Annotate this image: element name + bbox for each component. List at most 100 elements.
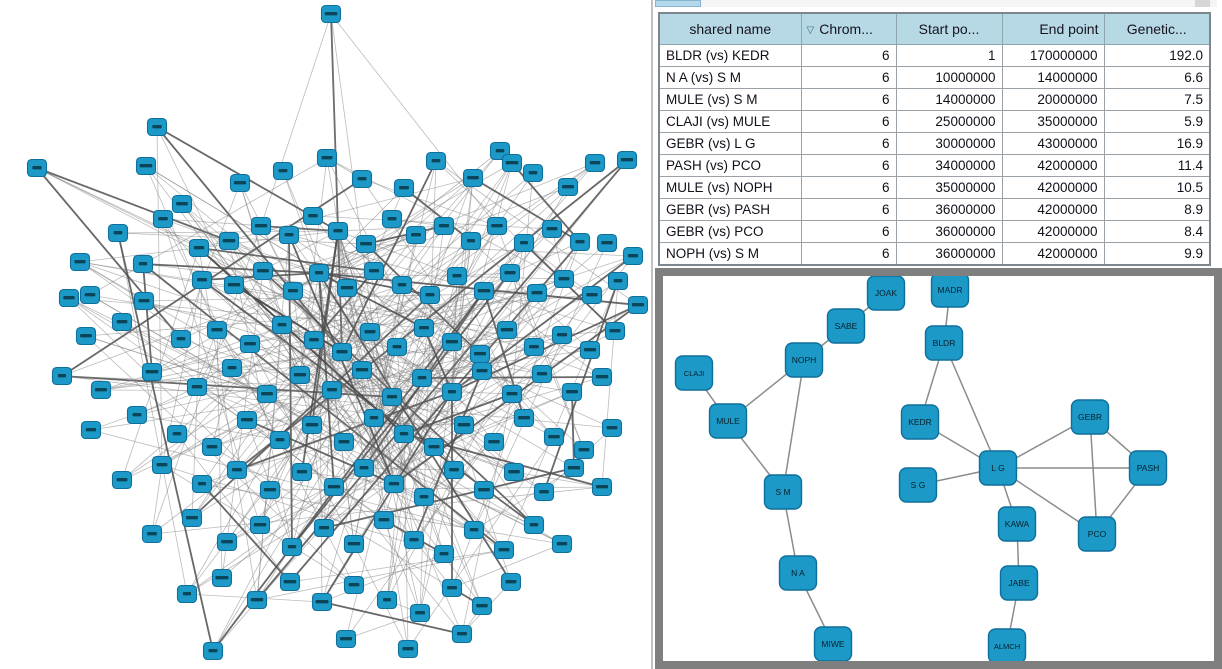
network-node[interactable]	[176, 584, 198, 604]
table-row[interactable]: CLAJI (vs) MULE 6 25000000 35000000 5.9	[658, 110, 1211, 133]
network-node[interactable]	[221, 358, 243, 378]
network-node[interactable]	[557, 177, 579, 197]
network-node[interactable]	[513, 233, 535, 253]
network-node[interactable]	[486, 216, 508, 236]
network-node[interactable]	[411, 368, 433, 388]
network-node[interactable]	[278, 225, 300, 245]
network-node-gebr[interactable]: GEBR	[1070, 399, 1110, 435]
network-node[interactable]	[216, 532, 238, 552]
network-node[interactable]	[303, 330, 325, 350]
network-node[interactable]	[152, 209, 174, 229]
network-node-almch[interactable]: ALMCH	[987, 628, 1027, 661]
network-node-kawa[interactable]: KAWA	[997, 506, 1037, 542]
network-node[interactable]	[355, 234, 377, 254]
network-node[interactable]	[107, 223, 129, 243]
network-node[interactable]	[523, 515, 545, 535]
network-node-madr[interactable]: MADR	[930, 276, 970, 308]
network-node[interactable]	[425, 151, 447, 171]
network-node[interactable]	[591, 367, 613, 387]
table-row[interactable]: GEBR (vs) PASH 6 36000000 42000000 8.9	[658, 198, 1211, 221]
network-node[interactable]	[483, 432, 505, 452]
network-node[interactable]	[327, 221, 349, 241]
network-node[interactable]	[229, 173, 251, 193]
overview-network-panel[interactable]	[0, 0, 652, 669]
network-node[interactable]	[423, 437, 445, 457]
network-node[interactable]	[191, 270, 213, 290]
network-node[interactable]	[291, 462, 313, 482]
network-node[interactable]	[409, 603, 431, 623]
network-node[interactable]	[259, 480, 281, 500]
network-node-jabe[interactable]: JABE	[999, 565, 1039, 601]
network-node[interactable]	[569, 232, 591, 252]
network-node[interactable]	[141, 524, 163, 544]
network-node[interactable]	[181, 508, 203, 528]
network-node[interactable]	[473, 480, 495, 500]
network-node[interactable]	[311, 592, 333, 612]
network-node[interactable]	[441, 382, 463, 402]
network-node[interactable]	[462, 168, 484, 188]
network-node[interactable]	[252, 261, 274, 281]
network-node[interactable]	[373, 510, 395, 530]
table-row[interactable]: GEBR (vs) PCO 6 36000000 42000000 8.4	[658, 220, 1211, 243]
network-node[interactable]	[316, 148, 338, 168]
network-node[interactable]	[500, 572, 522, 592]
network-node[interactable]	[381, 209, 403, 229]
network-node[interactable]	[141, 362, 163, 382]
network-node[interactable]	[596, 233, 618, 253]
network-node[interactable]	[441, 578, 463, 598]
network-node[interactable]	[376, 590, 398, 610]
network-node[interactable]	[526, 283, 548, 303]
network-node[interactable]	[413, 487, 435, 507]
network-node[interactable]	[69, 252, 91, 272]
network-node[interactable]	[301, 415, 323, 435]
network-node[interactable]	[239, 334, 261, 354]
network-node[interactable]	[501, 153, 523, 173]
network-node[interactable]	[323, 477, 345, 497]
network-node[interactable]	[579, 340, 601, 360]
network-node[interactable]	[513, 408, 535, 428]
network-node[interactable]	[386, 337, 408, 357]
table-row[interactable]: N A (vs) S M 6 10000000 14000000 6.6	[658, 66, 1211, 89]
network-node[interactable]	[170, 329, 192, 349]
network-node[interactable]	[256, 384, 278, 404]
network-node[interactable]	[343, 575, 365, 595]
network-node[interactable]	[308, 263, 330, 283]
table-horizontal-scrollbar[interactable]	[655, 0, 1217, 7]
network-node-joak[interactable]: JOAK	[866, 276, 906, 311]
filter-icon[interactable]: ▽	[806, 25, 815, 36]
network-node-miwe[interactable]: MIWE	[813, 626, 853, 661]
network-node[interactable]	[279, 572, 301, 592]
network-node[interactable]	[302, 206, 324, 226]
network-node[interactable]	[132, 254, 154, 274]
network-node[interactable]	[58, 288, 80, 308]
network-node[interactable]	[496, 320, 518, 340]
network-node[interactable]	[135, 156, 157, 176]
network-node[interactable]	[446, 266, 468, 286]
network-node[interactable]	[405, 225, 427, 245]
network-node[interactable]	[581, 285, 603, 305]
network-node[interactable]	[351, 360, 373, 380]
network-node[interactable]	[351, 169, 373, 189]
network-node[interactable]	[51, 366, 73, 386]
network-node[interactable]	[166, 424, 188, 444]
network-node-bldr[interactable]: BLDR	[924, 325, 964, 361]
network-node[interactable]	[627, 295, 649, 315]
network-node[interactable]	[419, 285, 441, 305]
network-node[interactable]	[471, 596, 493, 616]
network-node[interactable]	[523, 337, 545, 357]
network-node[interactable]	[271, 315, 293, 335]
network-node[interactable]	[236, 410, 258, 430]
network-node-pco[interactable]: PCO	[1077, 516, 1117, 552]
network-node[interactable]	[146, 117, 168, 137]
network-node[interactable]	[393, 424, 415, 444]
network-node[interactable]	[206, 320, 228, 340]
column-header-start-position[interactable]: Start po...	[895, 12, 1003, 45]
column-header-chromosome[interactable]: ▽ Chrom...	[800, 12, 897, 45]
network-node[interactable]	[561, 382, 583, 402]
network-node[interactable]	[363, 408, 385, 428]
network-node[interactable]	[272, 161, 294, 181]
network-node[interactable]	[133, 291, 155, 311]
network-node[interactable]	[433, 544, 455, 564]
network-node-s-g[interactable]: S G	[898, 467, 938, 503]
network-node[interactable]	[553, 269, 575, 289]
